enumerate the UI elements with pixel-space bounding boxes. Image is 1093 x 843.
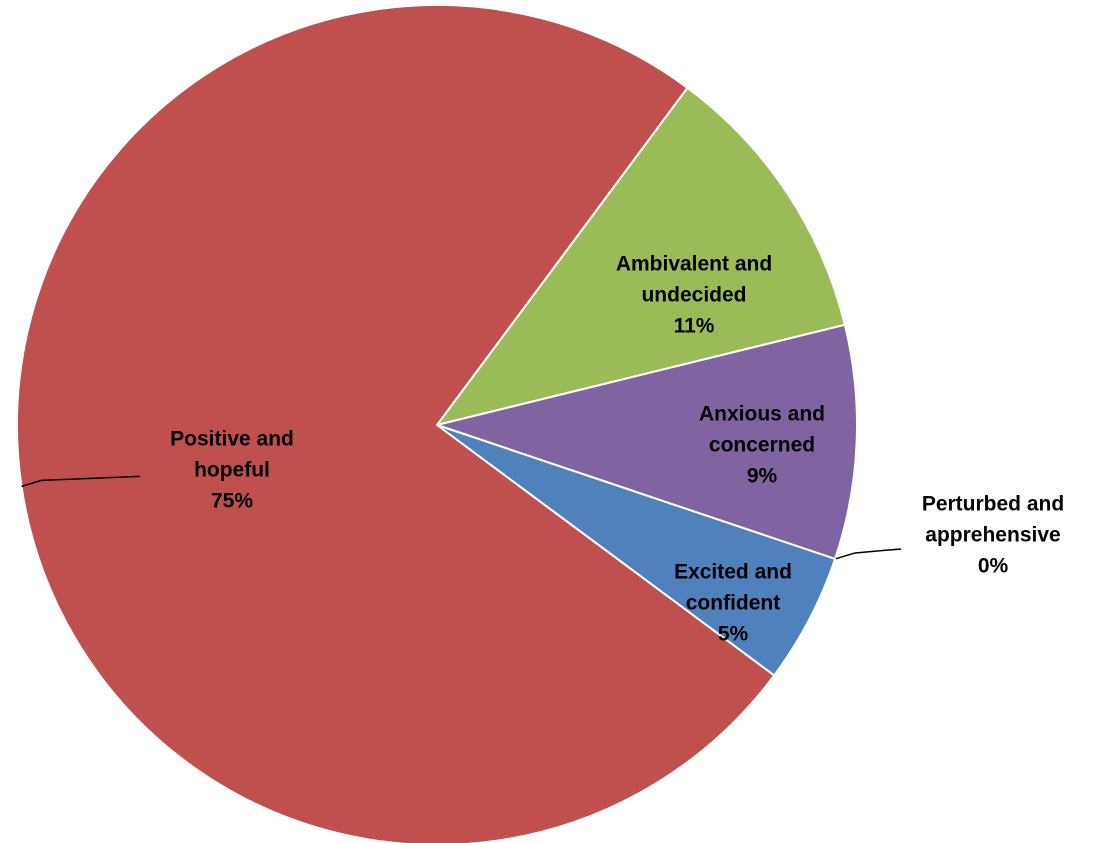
category-label: Anxious and concerned <box>698 402 825 457</box>
value-label: 5% <box>717 622 749 646</box>
value-label: 0% <box>977 554 1009 578</box>
slice-label: Ambivalent and undecided 11% <box>579 249 809 342</box>
value-label: 9% <box>746 464 778 488</box>
slice-label: Positive and hopeful 75% <box>147 424 317 517</box>
value-label: 11% <box>673 314 715 338</box>
slice-label: Excited and confident 5% <box>648 557 818 650</box>
category-label: Positive and hopeful <box>170 427 294 482</box>
category-label: Excited and confident <box>674 560 792 615</box>
category-label: Ambivalent and undecided <box>615 252 773 307</box>
value-label: 75% <box>210 489 254 513</box>
category-label: Perturbed and apprehensive <box>921 492 1065 547</box>
leader-line <box>21 475 141 488</box>
pie-slice <box>436 86 846 426</box>
leader-line <box>834 548 902 560</box>
slice-label: Anxious and concerned 9% <box>672 399 852 492</box>
pie-slice <box>436 323 858 560</box>
slice-label: Perturbed and apprehensive 0% <box>893 489 1093 582</box>
pie-slice <box>16 4 776 843</box>
